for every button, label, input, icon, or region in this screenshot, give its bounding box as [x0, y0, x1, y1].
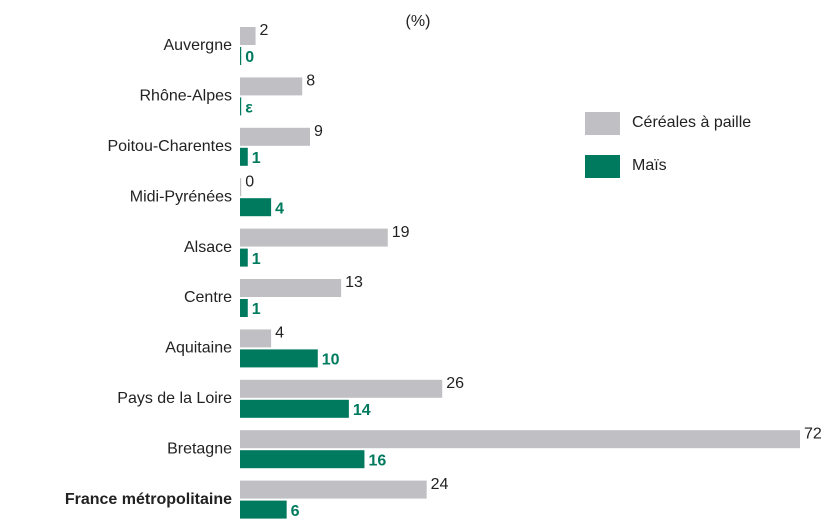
value-label: ε [245, 100, 253, 117]
bar [240, 248, 248, 267]
bar [240, 450, 365, 469]
bar [240, 127, 310, 146]
value-label: 72 [804, 425, 822, 442]
bar [240, 299, 248, 317]
value-label: 2 [260, 22, 269, 39]
value-label: 6 [291, 503, 300, 519]
bar [240, 47, 242, 65]
bar [240, 379, 443, 398]
chart-subtitle: (%) [406, 13, 431, 30]
value-label: 1 [252, 301, 261, 318]
legend-label: Céréales à paille [632, 114, 751, 131]
category-label: Midi-Pyrénées [130, 188, 232, 205]
value-label: 1 [252, 150, 261, 167]
bar [240, 97, 242, 116]
value-label: 4 [275, 200, 284, 217]
value-label: 10 [322, 352, 340, 369]
legend-label: Maïs [632, 157, 667, 174]
value-label: 4 [275, 325, 284, 342]
legend-swatch [585, 112, 620, 135]
value-label: 9 [314, 123, 323, 140]
category-label: Poitou-Charentes [107, 138, 232, 155]
value-label: 13 [345, 274, 363, 291]
category-label: Rhône-Alpes [140, 88, 233, 105]
bar [240, 329, 272, 348]
category-label: France métropolitaine [65, 491, 232, 508]
bar [240, 349, 318, 368]
category-label: Alsace [184, 239, 232, 256]
category-label: Aquitaine [165, 340, 232, 357]
value-label: 0 [245, 173, 254, 190]
legend-swatch [585, 155, 620, 178]
value-label: 1 [252, 251, 261, 268]
category-label: Pays de la Loire [117, 390, 232, 407]
bar [240, 147, 248, 166]
category-label: Bretagne [167, 440, 232, 457]
category-label: Auvergne [164, 37, 233, 54]
bar [240, 178, 242, 197]
value-label: 8 [306, 73, 315, 90]
bar [240, 399, 349, 418]
value-label: 14 [353, 402, 371, 419]
value-label: 16 [368, 452, 386, 469]
bar [240, 228, 388, 247]
bar [240, 430, 800, 449]
bar [240, 480, 427, 499]
value-label: 19 [392, 224, 410, 241]
value-label: 0 [245, 49, 254, 66]
value-label: 26 [446, 375, 464, 392]
bar [240, 198, 272, 217]
bar [240, 279, 342, 297]
bar [240, 27, 256, 45]
bar [240, 500, 287, 519]
bar [240, 77, 303, 96]
value-label: 24 [431, 476, 449, 493]
category-label: Centre [184, 289, 232, 306]
